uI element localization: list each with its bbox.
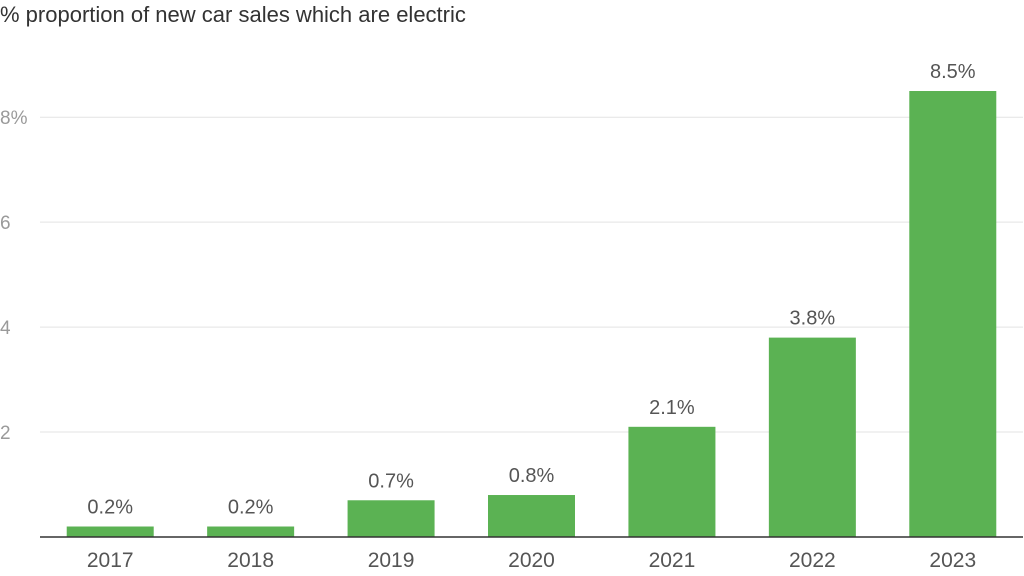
bar-2019: [347, 500, 435, 537]
y-axis-ticks: 2 4 6 8%: [0, 108, 28, 444]
data-label-2018: 0.2%: [228, 497, 274, 519]
bar-2023: [909, 91, 997, 537]
data-label-2019: 0.7%: [368, 470, 414, 492]
x-tick-label-2017: 2017: [87, 549, 134, 572]
data-labels: 0.2% 0.2% 0.7% 0.8% 2.1% 3.8% 8.5%: [87, 61, 975, 519]
x-tick-label-2020: 2020: [508, 549, 555, 572]
x-tick-label-2019: 2019: [368, 549, 415, 572]
y-tick-label: 2: [0, 423, 11, 444]
y-tick-label: 6: [0, 213, 11, 234]
chart-title: % proportion of new car sales which are …: [0, 2, 466, 27]
bar-2018: [207, 526, 295, 537]
x-tick-label-2022: 2022: [789, 549, 836, 572]
y-tick-label: 8%: [0, 108, 28, 129]
x-tick-label-2021: 2021: [649, 549, 696, 572]
data-label-2017: 0.2%: [87, 497, 133, 519]
x-axis-ticks: 2017 2018 2019 2020 2021 2022 2023: [87, 549, 976, 572]
bar-2021: [628, 426, 716, 537]
data-label-2023: 8.5%: [930, 61, 976, 83]
bars: [66, 91, 997, 537]
data-label-2022: 3.8%: [790, 308, 836, 330]
bar-2022: [768, 337, 856, 537]
x-tick-label-2018: 2018: [227, 549, 274, 572]
x-tick-label-2023: 2023: [929, 549, 976, 572]
data-label-2021: 2.1%: [649, 397, 695, 419]
y-tick-label: 4: [0, 318, 11, 339]
data-label-2020: 0.8%: [509, 465, 555, 487]
gridlines: [40, 116, 1023, 433]
bar-2020: [488, 495, 575, 537]
bar-2017: [66, 526, 154, 537]
